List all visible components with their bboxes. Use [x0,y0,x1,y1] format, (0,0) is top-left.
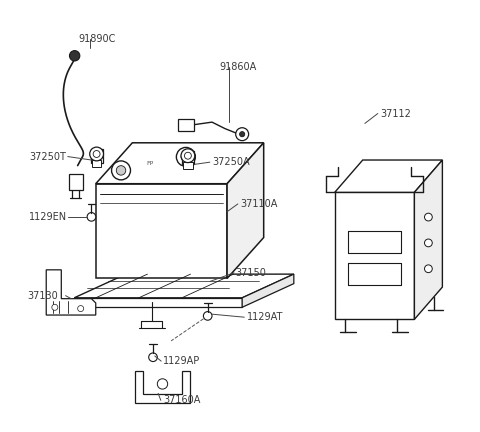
Circle shape [424,239,432,247]
Polygon shape [335,192,414,319]
Polygon shape [242,274,294,307]
Bar [92,160,101,167]
Bar [178,119,194,131]
Text: 37160A: 37160A [163,395,201,405]
Circle shape [240,132,245,137]
Circle shape [181,152,191,162]
Circle shape [157,379,168,389]
Circle shape [176,147,195,166]
Bar [69,174,83,190]
Bar [91,149,103,162]
Polygon shape [227,143,264,279]
Circle shape [87,213,96,221]
Text: 37112: 37112 [380,108,411,118]
Text: FP: FP [146,161,154,166]
Text: 37130: 37130 [27,291,58,301]
Circle shape [90,147,104,161]
Circle shape [424,213,432,221]
Circle shape [204,311,212,320]
Text: 37150: 37150 [236,268,266,278]
Text: 37250A: 37250A [212,157,250,167]
Circle shape [111,161,131,180]
Text: 37250T: 37250T [29,152,66,162]
Text: 1129EN: 1129EN [29,212,67,222]
Circle shape [93,150,100,157]
Polygon shape [414,160,443,319]
Bar [183,162,192,168]
Polygon shape [96,143,264,184]
Text: 1129AT: 1129AT [246,312,283,322]
Circle shape [181,149,195,162]
Polygon shape [74,298,242,307]
Circle shape [184,152,192,159]
Circle shape [70,51,80,61]
Circle shape [78,305,84,311]
Polygon shape [46,270,96,315]
Circle shape [424,265,432,273]
Bar [182,150,194,164]
Text: 91860A: 91860A [219,63,257,73]
Text: 37110A: 37110A [240,199,277,209]
Circle shape [236,128,249,141]
Polygon shape [134,371,191,403]
Text: 1129AP: 1129AP [163,356,201,366]
Circle shape [116,165,126,175]
Text: 91890C: 91890C [79,35,116,44]
Polygon shape [335,160,443,192]
Polygon shape [96,184,227,279]
Polygon shape [74,274,294,298]
Circle shape [52,304,58,310]
Circle shape [149,353,157,362]
